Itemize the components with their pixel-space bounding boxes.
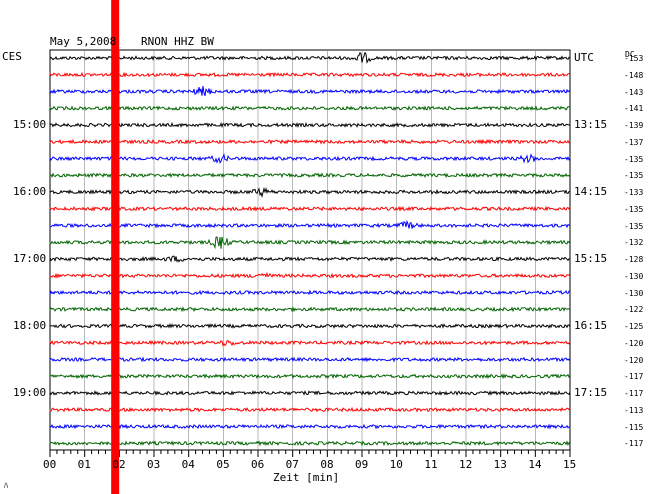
x-tick-label: 12 [459, 458, 473, 471]
left-time-label: 18:00 [13, 319, 47, 332]
dc-offset-label: -113 [624, 405, 644, 415]
dc-offset-label: -135 [624, 154, 644, 164]
time-axis [49, 450, 571, 457]
trace-row-0 [49, 51, 571, 65]
right-time-label: UTC [574, 51, 594, 64]
x-tick-label: 08 [320, 458, 334, 471]
left-timezone-label: CES [2, 50, 22, 63]
corner-mark: ﾊ [4, 481, 8, 490]
dc-offset-label: -133 [624, 188, 644, 197]
x-tick-label: 11 [424, 458, 438, 471]
x-tick-label: 09 [355, 458, 369, 471]
trace-row-22 [49, 423, 571, 430]
x-tick-label: 04 [181, 458, 195, 471]
x-axis-label: Zeit [min] [273, 471, 340, 484]
dc-offset-label: -120 [624, 338, 644, 348]
trace-group [49, 51, 571, 447]
dc-offset-label: -139 [624, 121, 644, 130]
dc-offset-label: -130 [624, 288, 644, 298]
left-time-label: 19:00 [13, 386, 47, 399]
dc-offset-label: -122 [624, 305, 644, 315]
trace-row-7 [49, 172, 571, 179]
x-tick-label: 01 [77, 458, 91, 471]
right-time-label: 13:15 [574, 118, 608, 131]
station-name: RNON HHZ BW [141, 35, 214, 48]
dc-offset-label: -148 [624, 70, 644, 80]
trace-row-18 [49, 356, 571, 363]
dc-offset-label: -117 [624, 389, 644, 398]
trace-row-10 [49, 219, 571, 229]
x-tick-label: 06 [251, 458, 265, 471]
dc-offset-label: -143 [624, 87, 644, 97]
right-time-label: 17:15 [574, 386, 608, 399]
x-tick-label: 03 [147, 458, 161, 471]
plot-frame [49, 49, 571, 451]
x-tick-label: 14 [528, 458, 542, 471]
dc-offset-label: -132 [624, 238, 644, 248]
dc-offset-label: -117 [624, 439, 644, 449]
left-time-label: 16:00 [13, 185, 47, 198]
dc-offset-label: -135 [624, 221, 644, 231]
trace-row-2 [49, 86, 571, 97]
dc-header-label: DC [625, 50, 635, 59]
x-tick-label: 10 [389, 458, 403, 471]
trace-row-8 [49, 186, 571, 198]
trace-row-23 [49, 440, 571, 447]
right-time-label: 15:15 [574, 252, 608, 265]
trace-row-4 [49, 121, 571, 129]
dc-offset-label: -120 [624, 355, 644, 365]
trace-row-20 [49, 390, 571, 396]
trace-row-6 [49, 153, 571, 164]
trace-row-3 [49, 105, 571, 112]
x-tick-label: 02 [112, 458, 126, 471]
trace-row-11 [49, 236, 571, 250]
dc-offset-label: -135 [624, 204, 644, 214]
trace-row-5 [49, 138, 571, 145]
x-tick-label: 07 [285, 458, 299, 471]
dc-offset-label: -141 [624, 104, 644, 114]
chart-date: May 5,2008 [50, 35, 117, 48]
x-tick-label: 15 [563, 458, 577, 471]
dc-offset-label: -135 [624, 171, 644, 181]
trace-row-1 [49, 71, 571, 78]
trace-row-21 [49, 406, 571, 413]
left-time-label: 17:00 [13, 252, 47, 265]
x-tick-label: 05 [216, 458, 230, 471]
trace-row-16 [49, 323, 571, 329]
left-time-label: 15:00 [13, 118, 47, 131]
red-time-marker [111, 0, 120, 494]
x-tick-label: 00 [43, 458, 57, 471]
trace-row-17 [49, 339, 571, 347]
right-time-label: 14:15 [574, 185, 608, 198]
dc-offset-label: -153 [624, 54, 644, 63]
dc-offset-label: -128 [624, 255, 644, 264]
trace-row-12 [49, 255, 570, 263]
trace-row-14 [49, 289, 571, 296]
dc-offset-label: -117 [624, 372, 644, 382]
trace-row-19 [49, 373, 571, 380]
trace-row-9 [49, 205, 571, 212]
dc-offset-label: -130 [624, 271, 644, 281]
right-time-label: 16:15 [574, 319, 608, 332]
trace-row-15 [49, 306, 571, 313]
minute-grid [49, 49, 571, 451]
dc-offset-label: -125 [624, 322, 644, 331]
dc-offset-label: -137 [624, 137, 644, 147]
dc-offset-label: -115 [624, 422, 644, 432]
x-tick-label: 13 [493, 458, 507, 471]
trace-row-13 [49, 271, 571, 279]
